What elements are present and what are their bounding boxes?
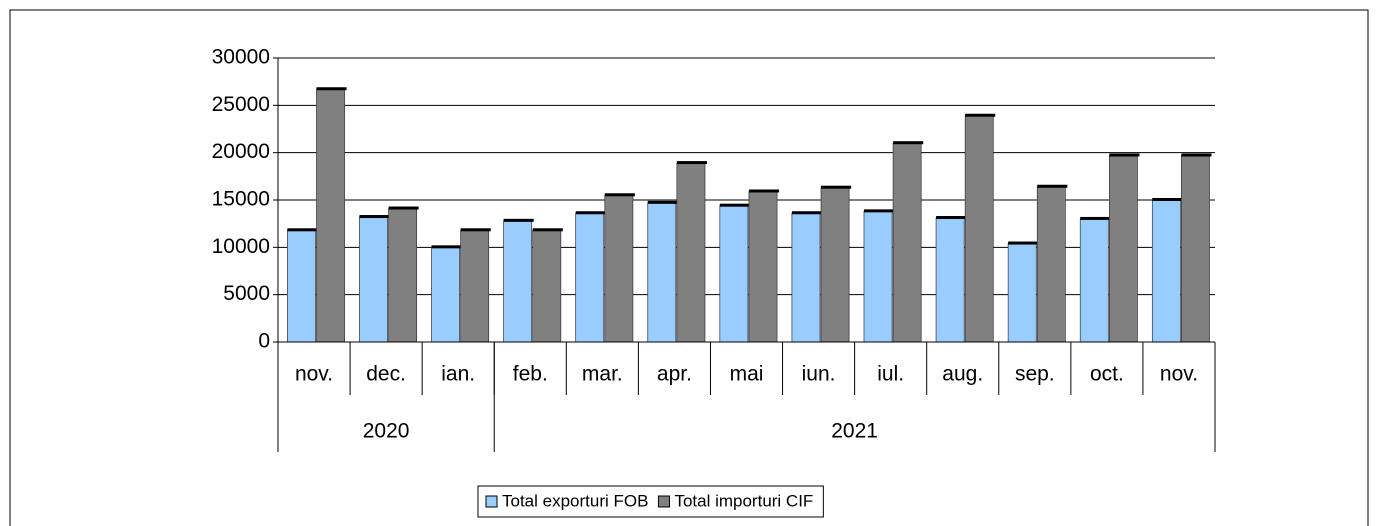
bar-top — [503, 218, 534, 222]
bar-top — [936, 215, 967, 219]
bar — [287, 229, 316, 343]
bar — [1079, 218, 1109, 343]
bar-top — [1181, 153, 1212, 157]
bar — [647, 202, 677, 343]
bar — [1108, 155, 1138, 343]
y-tick-label: 5000 — [223, 282, 270, 305]
bar — [575, 212, 605, 343]
bar — [719, 205, 749, 343]
x-tick-label: iun. — [802, 363, 836, 386]
bar-top — [359, 215, 390, 219]
y-tick-label: 25000 — [212, 93, 270, 116]
bar-top — [821, 185, 852, 189]
bar-top — [575, 211, 606, 215]
bar-top — [1008, 241, 1039, 245]
bar — [863, 211, 893, 343]
bar-top — [893, 141, 924, 145]
bar-top — [604, 193, 635, 197]
x-tick-label: nov. — [295, 363, 333, 386]
bar — [503, 220, 533, 343]
y-tick-label: 10000 — [212, 235, 270, 258]
group-label: 2020 — [363, 420, 410, 443]
bar-top — [431, 245, 462, 249]
bar-top — [676, 161, 707, 165]
bar-top — [532, 228, 563, 232]
x-tick-label: feb. — [513, 363, 548, 386]
x-tick-label: oct. — [1090, 363, 1124, 386]
y-tick-label: 0 — [258, 330, 270, 353]
bar-top — [965, 113, 996, 117]
bar — [431, 246, 460, 343]
bar — [460, 229, 490, 343]
bar — [1151, 199, 1181, 343]
bar — [1036, 186, 1066, 343]
bar-top — [1037, 184, 1068, 188]
bar — [820, 187, 850, 343]
bar-top — [791, 211, 823, 215]
bar — [1007, 243, 1037, 343]
bar-top — [748, 189, 780, 193]
bar — [791, 212, 821, 343]
chart-frame — [9, 9, 1369, 526]
bar-top — [287, 228, 318, 232]
y-tick-label: 30000 — [212, 46, 270, 69]
x-tick-label: mar. — [582, 363, 623, 386]
legend-box — [477, 485, 824, 518]
y-tick-label: 20000 — [212, 140, 270, 163]
bar-top — [1080, 216, 1111, 220]
bar — [1181, 155, 1210, 343]
bar — [604, 194, 634, 343]
legend: Total exporturi FOB Total importuri CIF — [477, 485, 824, 518]
bar — [676, 162, 706, 343]
legend-label: Total importuri CIF — [674, 491, 813, 510]
bar-top — [1109, 153, 1140, 157]
bar-top — [719, 203, 750, 207]
bar — [748, 191, 778, 343]
x-tick-label: sep. — [1015, 363, 1055, 386]
y-tick-label: 15000 — [212, 188, 270, 211]
bar — [532, 229, 562, 343]
bar — [316, 88, 345, 343]
group-label: 2021 — [831, 420, 878, 443]
legend-label: Total exporturi FOB — [502, 491, 648, 510]
bar — [388, 208, 418, 343]
legend-swatch — [485, 495, 498, 508]
bar — [964, 115, 994, 343]
x-tick-label: mai — [730, 363, 764, 386]
bar — [359, 216, 388, 343]
bar-top — [863, 209, 895, 213]
x-tick-label: apr. — [657, 363, 692, 386]
bar — [892, 142, 922, 343]
bar — [935, 217, 965, 343]
legend-swatch — [657, 495, 670, 508]
x-tick-label: dec. — [366, 363, 406, 386]
x-tick-label: iul. — [877, 363, 904, 386]
bar-top — [647, 200, 678, 204]
x-tick-label: nov. — [1160, 363, 1198, 386]
bar-top — [316, 87, 347, 91]
x-tick-label: ian. — [441, 363, 475, 386]
bar-top — [1152, 198, 1183, 201]
bar-top — [460, 228, 491, 232]
bar-top — [388, 206, 419, 210]
x-tick-label: aug. — [942, 363, 983, 386]
